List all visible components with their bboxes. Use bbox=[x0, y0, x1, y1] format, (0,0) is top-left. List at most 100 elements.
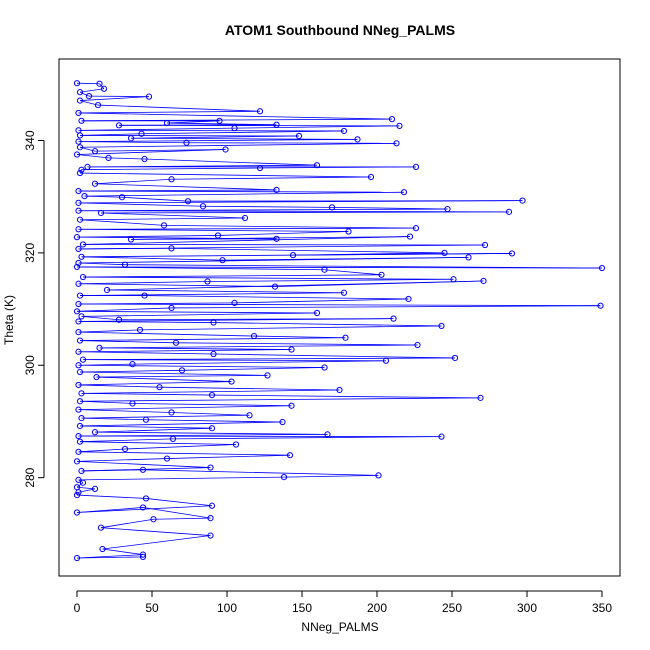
data-point bbox=[141, 155, 148, 163]
data-point bbox=[142, 495, 150, 502]
series-segment bbox=[213, 322, 442, 327]
data-point bbox=[286, 452, 294, 459]
data-point bbox=[438, 322, 445, 330]
series-segment bbox=[144, 158, 318, 166]
data-point bbox=[91, 180, 99, 187]
data-point bbox=[288, 402, 295, 409]
data-point bbox=[84, 163, 91, 170]
series-segment bbox=[79, 421, 283, 427]
data-point bbox=[75, 280, 82, 287]
data-point bbox=[139, 466, 147, 473]
series-segment bbox=[78, 381, 232, 386]
data-point bbox=[169, 435, 177, 442]
series-segment bbox=[78, 228, 349, 232]
data-point bbox=[141, 292, 148, 299]
data-point bbox=[75, 138, 82, 145]
series-segment bbox=[79, 91, 90, 97]
series-segment bbox=[172, 436, 442, 440]
data-point bbox=[129, 361, 136, 368]
data-point bbox=[76, 368, 84, 376]
data-point bbox=[241, 214, 249, 222]
data-point bbox=[246, 412, 253, 419]
series-segment bbox=[84, 195, 123, 198]
data-point bbox=[75, 226, 82, 233]
data-point bbox=[139, 553, 147, 560]
data-point bbox=[78, 313, 85, 320]
data-point bbox=[75, 329, 82, 336]
series-segment bbox=[94, 178, 172, 185]
series-segment bbox=[142, 507, 211, 519]
data-point bbox=[99, 545, 106, 553]
series-segment bbox=[100, 212, 246, 219]
data-point bbox=[480, 277, 487, 285]
series-segment bbox=[163, 224, 417, 229]
data-point bbox=[210, 319, 217, 326]
series-segment bbox=[144, 295, 409, 300]
data-point bbox=[75, 381, 82, 389]
series-segment bbox=[159, 386, 340, 391]
data-point bbox=[75, 109, 82, 117]
data-point bbox=[382, 357, 390, 364]
series-segment bbox=[78, 283, 276, 287]
data-point bbox=[342, 334, 349, 341]
data-point bbox=[508, 250, 516, 257]
series-segment bbox=[76, 507, 144, 513]
series-segment bbox=[171, 176, 372, 180]
series-segment bbox=[78, 141, 187, 144]
data-point bbox=[465, 254, 472, 261]
series-segment bbox=[141, 130, 345, 135]
y-tick-label: 320 bbox=[23, 243, 37, 263]
data-point bbox=[289, 252, 297, 259]
data-point bbox=[85, 92, 93, 100]
data-point bbox=[79, 241, 87, 248]
data-point bbox=[313, 162, 321, 169]
series-segment bbox=[94, 431, 328, 435]
data-point bbox=[75, 259, 82, 267]
series-segment bbox=[142, 469, 379, 476]
data-point bbox=[340, 127, 348, 135]
series-segment bbox=[99, 347, 292, 350]
series-segment bbox=[145, 419, 283, 423]
series-segment bbox=[79, 217, 246, 221]
series-segment bbox=[81, 417, 147, 421]
data-point bbox=[438, 433, 445, 440]
series-segment bbox=[211, 394, 481, 399]
data-point bbox=[97, 524, 105, 531]
series-segment bbox=[186, 142, 397, 144]
data-point bbox=[280, 473, 288, 481]
series-segment bbox=[76, 458, 168, 462]
data-point bbox=[345, 228, 352, 235]
data-point bbox=[481, 241, 489, 249]
data-point bbox=[93, 373, 100, 381]
data-point bbox=[390, 315, 397, 322]
data-point bbox=[81, 193, 88, 200]
series-segment bbox=[202, 205, 333, 208]
series-segment bbox=[234, 125, 400, 129]
series-segment bbox=[76, 266, 603, 269]
chart-title: ATOM1 Southbound NNeg_PALMS bbox=[225, 22, 455, 38]
data-point bbox=[444, 205, 451, 213]
data-point bbox=[73, 509, 81, 516]
data-point bbox=[97, 209, 105, 217]
x-tick-label: 200 bbox=[367, 601, 387, 615]
data-point bbox=[75, 187, 82, 195]
series-segment bbox=[78, 138, 358, 143]
series-segment bbox=[81, 167, 261, 171]
series-segment bbox=[78, 256, 469, 264]
series-segment bbox=[94, 427, 213, 433]
data-point bbox=[256, 108, 264, 115]
series-segment bbox=[100, 527, 211, 536]
data-point bbox=[231, 125, 238, 132]
data-point bbox=[208, 391, 216, 399]
y-axis-label: Theta (K) bbox=[2, 295, 16, 345]
data-point bbox=[405, 295, 412, 303]
data-point bbox=[396, 122, 403, 129]
series-segment bbox=[166, 454, 291, 459]
series-segment bbox=[79, 337, 346, 341]
data-point bbox=[96, 344, 103, 351]
data-point bbox=[76, 89, 84, 96]
series-segment bbox=[82, 357, 456, 361]
data-point bbox=[288, 346, 295, 353]
data-point bbox=[75, 448, 82, 455]
series-segment bbox=[102, 548, 144, 556]
